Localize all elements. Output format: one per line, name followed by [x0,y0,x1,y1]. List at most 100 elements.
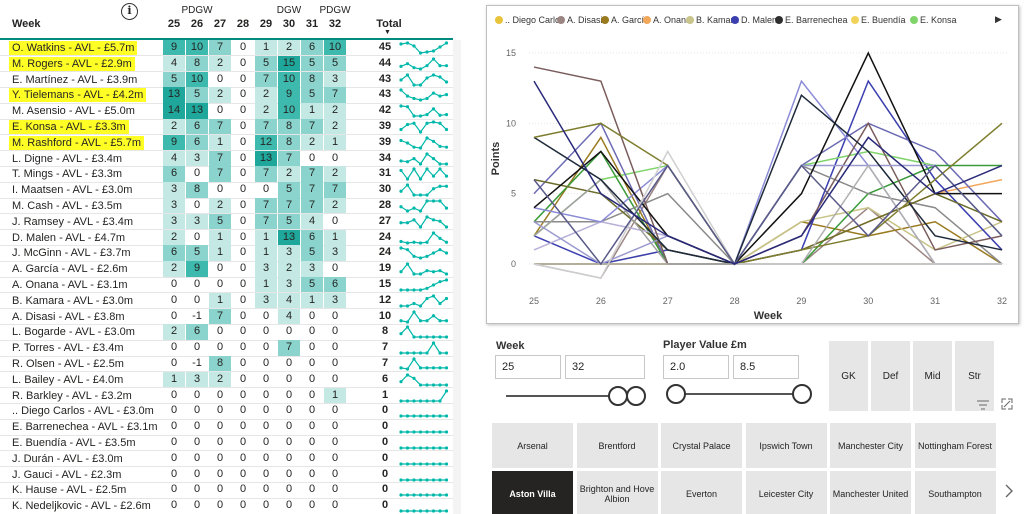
points-cell-week-30[interactable]: 0 [285,404,293,417]
week-header-30[interactable]: 30 [282,18,296,30]
points-cell-week-25[interactable]: 3 [163,198,185,214]
player-name[interactable]: J. Gauci - AVL - £2.3m [12,468,122,481]
player-name[interactable]: A. García - AVL - £2.6m [12,263,128,276]
points-cell-week-32[interactable]: 0 [331,262,339,275]
series-line[interactable] [533,149,1002,279]
week-header-28[interactable]: 28 [236,18,250,30]
points-cell-week-25[interactable]: 6 [163,166,185,183]
points-cell-week-25[interactable]: 0 [170,293,178,306]
points-cell-week-30[interactable]: 0 [285,325,293,338]
points-cell-week-32[interactable]: 7 [324,182,346,198]
week-slider-high-handle[interactable] [626,386,646,406]
points-cell-week-30[interactable]: 2 [278,166,300,183]
points-cell-week-28[interactable]: 0 [239,436,247,448]
points-cell-week-31[interactable]: 0 [308,420,316,433]
table-row[interactable]: A. García - AVL - £2.6m 2 9 0 0 3 2 3 0 19 [0,261,453,277]
points-cell-week-32[interactable]: 0 [331,483,339,496]
points-cell-week-30[interactable]: 9 [278,87,300,104]
points-cell-week-30[interactable]: 7 [278,340,300,356]
week-max-input[interactable]: 32 [565,355,645,379]
points-cell-week-26[interactable]: 6 [186,119,208,135]
points-cell-week-32[interactable]: 0 [331,499,339,512]
week-min-input[interactable]: 25 [495,355,561,379]
team-button[interactable]: Aston Villa [491,470,574,514]
points-cell-week-32[interactable]: 1 [324,387,346,404]
week-header-29[interactable]: 29 [259,18,273,30]
points-cell-week-29[interactable]: 1 [255,277,277,293]
points-cell-week-32[interactable]: 0 [331,357,339,369]
table-row[interactable]: D. Malen - AVL - £4.7m 2 0 1 0 1 13 6 1 24 [0,229,453,246]
table-row[interactable]: K. Hause - AVL - £2.5m 0 0 0 0 0 0 0 0 0 [0,482,453,498]
points-cell-week-29[interactable]: 0 [262,451,270,464]
series-line[interactable] [533,122,1003,265]
points-cell-week-25[interactable]: 1 [163,371,185,388]
points-cell-week-27[interactable]: 0 [216,420,224,433]
points-cell-week-32[interactable]: 2 [324,166,346,183]
points-cell-week-29[interactable]: 0 [262,483,270,496]
points-cell-week-28[interactable]: 0 [239,246,247,259]
table-row[interactable]: J. McGinn - AVL - £3.7m 6 5 1 0 1 3 5 3 24 [0,245,453,262]
points-cell-week-27[interactable]: 0 [216,499,224,512]
points-cell-week-31[interactable]: 7 [301,182,323,198]
total-points[interactable]: 43 [378,72,392,85]
total-points[interactable]: 27 [378,214,392,227]
points-cell-week-28[interactable]: 0 [239,56,247,69]
table-row[interactable]: A. Onana - AVL - £3.1m 0 0 0 0 1 3 5 6 15 [0,277,453,293]
player-name[interactable]: D. Malen - AVL - £4.7m [12,231,126,244]
table-row[interactable]: M. Rogers - AVL - £2.9m 4 8 2 0 5 15 5 5 44 [0,55,453,72]
total-points[interactable]: 39 [378,120,392,132]
points-cell-week-27[interactable]: 2 [209,371,231,388]
total-points[interactable]: 30 [378,183,392,196]
points-cell-week-32[interactable]: 1 [324,229,346,246]
points-cell-week-29[interactable]: 7 [255,119,277,135]
table-row[interactable]: E. Konsa - AVL - £3.3m 2 6 7 0 7 8 7 2 39 [0,119,453,135]
points-cell-week-29[interactable]: 0 [262,183,270,196]
points-cell-week-25[interactable]: 6 [163,245,185,262]
series-line[interactable] [533,80,1003,265]
points-cell-week-29[interactable]: 2 [255,103,277,119]
points-cell-week-25[interactable]: 0 [170,483,178,496]
points-cell-week-31[interactable]: 4 [301,213,323,230]
points-cell-week-28[interactable]: 0 [239,357,247,369]
points-cell-week-32[interactable]: 6 [324,277,346,293]
points-cell-week-27[interactable]: 0 [216,451,224,464]
points-cell-week-30[interactable]: 8 [278,134,300,151]
points-cell-week-25[interactable]: 2 [163,119,185,135]
points-cell-week-31[interactable]: 1 [301,292,323,309]
team-button[interactable]: Ipswich Town [744,422,828,469]
points-cell-week-26[interactable]: 0 [193,483,201,496]
points-cell-week-28[interactable]: 0 [239,325,247,338]
points-cell-week-26[interactable]: 0 [193,278,201,290]
points-cell-week-29[interactable]: 5 [255,55,277,72]
points-cell-week-27[interactable]: 5 [209,213,231,230]
points-cell-week-26[interactable]: 0 [193,199,201,211]
points-cell-week-31[interactable]: 0 [308,451,316,464]
filter-lines-icon[interactable] [977,399,989,413]
points-cell-week-27[interactable]: 0 [216,183,224,196]
position-button-gk[interactable]: GK [828,340,869,412]
player-name[interactable]: E. Konsa - AVL - £3.3m [9,120,129,134]
points-cell-week-28[interactable]: 0 [239,199,247,211]
player-name[interactable]: I. Maatsen - AVL - £3.0m [12,184,133,197]
points-cell-week-25[interactable]: 4 [163,150,185,167]
points-cell-week-26[interactable]: -1 [192,309,202,322]
points-cell-week-31[interactable]: 7 [301,198,323,214]
player-name[interactable]: A. Disasi - AVL - £3.8m [12,310,125,323]
points-cell-week-32[interactable]: 0 [331,325,339,338]
points-cell-week-30[interactable]: 5 [278,182,300,198]
points-cell-week-26[interactable]: 6 [186,134,208,151]
player-name[interactable]: K. Nedeljkovic - AVL - £2.6m [12,500,151,513]
points-cell-week-32[interactable]: 7 [324,87,346,104]
points-cell-week-30[interactable]: 13 [278,229,300,246]
points-cell-week-29[interactable]: 0 [262,341,270,354]
points-cell-week-26[interactable]: 0 [193,451,201,464]
legend-item[interactable]: .. Diego Carlos [495,15,565,25]
points-cell-week-27[interactable]: 0 [216,104,224,117]
player-name[interactable]: R. Barkley - AVL - £3.2m [12,389,132,402]
table-row[interactable]: P. Torres - AVL - £3.4m 0 0 0 0 0 7 0 0 7 [0,340,453,356]
table-row[interactable]: J. Gauci - AVL - £2.3m 0 0 0 0 0 0 0 0 0 [0,467,453,483]
player-name[interactable]: L. Digne - AVL - £3.4m [12,152,123,165]
total-points[interactable]: 45 [378,41,392,53]
points-cell-week-28[interactable]: 0 [239,309,247,322]
points-cell-week-25[interactable]: 0 [170,467,178,480]
